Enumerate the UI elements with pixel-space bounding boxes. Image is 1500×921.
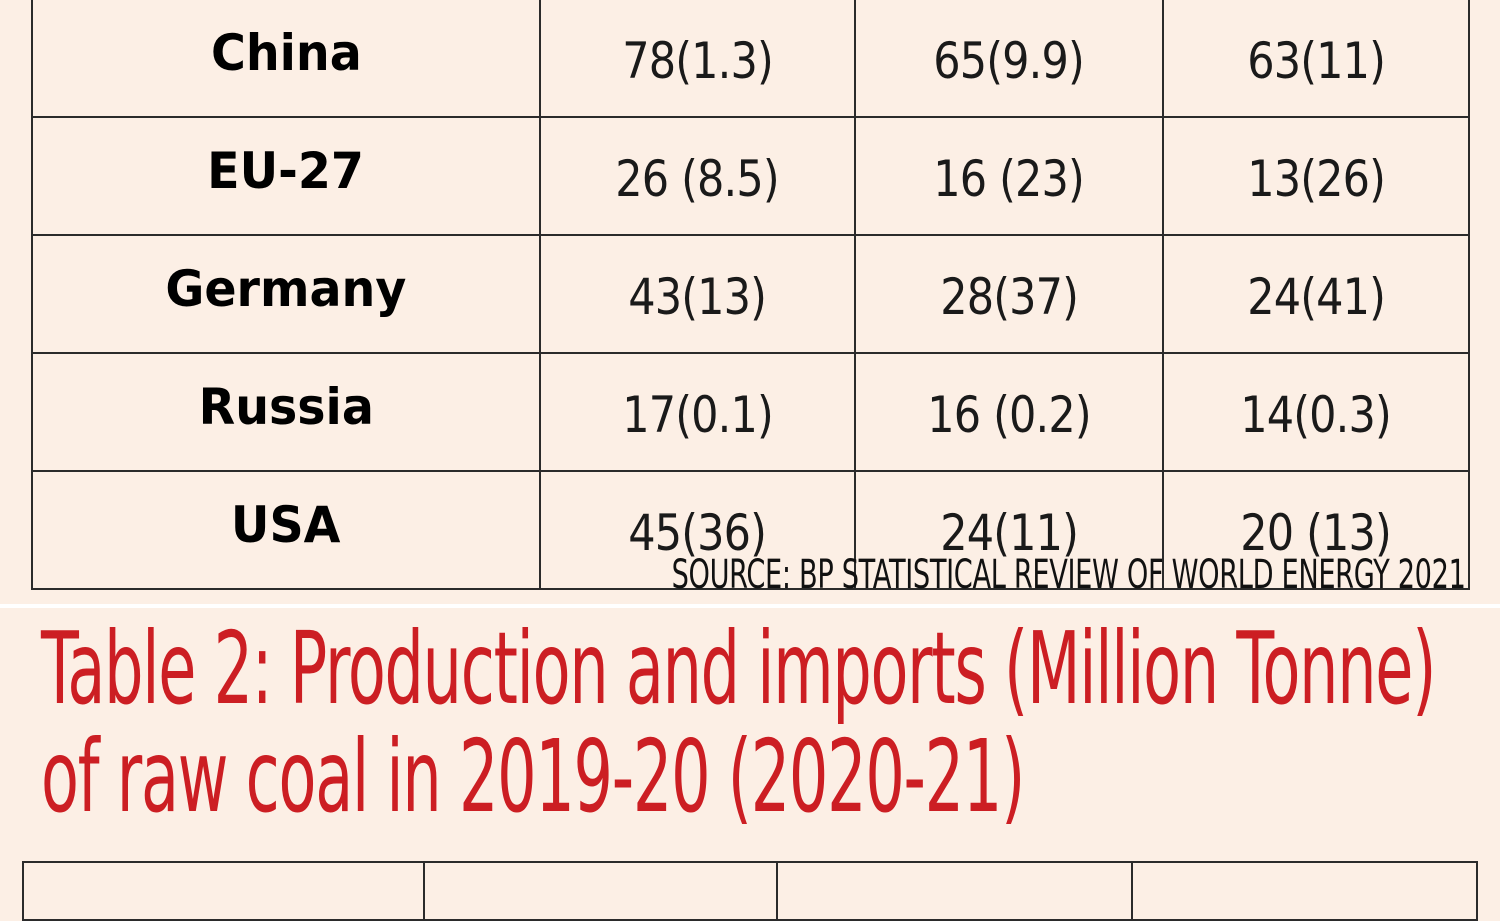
value-cell: 26 (8.5) (539, 116, 856, 236)
country-cell: Russia (31, 352, 541, 472)
country-cell: China (31, 0, 541, 118)
country-cell: EU-27 (31, 116, 541, 236)
value-cell: 16 (23) (854, 116, 1164, 236)
value-cell: 24(11) (854, 470, 1164, 590)
table-row: USA 45(36) 24(11) 20 (13) (31, 470, 1470, 590)
table-row: EU-27 26 (8.5) 16 (23) 13(26) (31, 116, 1470, 236)
table-row: Russia 17(0.1) 16 (0.2) 14(0.3) (31, 352, 1470, 472)
coal-table-1: China 78(1.3) 65(9.9) 63(11) EU-27 26 (8… (31, 0, 1470, 590)
coal-table-2-header (22, 861, 1478, 921)
country-cell: USA (31, 470, 541, 590)
table-row: Germany 43(13) 28(37) 24(41) (31, 234, 1470, 354)
table2-title-line2: of raw coal in 2019-20 (2020-21) (41, 718, 1025, 835)
table1-panel: China 78(1.3) 65(9.9) 63(11) EU-27 26 (8… (31, 0, 1470, 598)
value-cell: 24(41) (1162, 234, 1470, 354)
table2-title: Table 2: Production and imports (Million… (41, 610, 1436, 835)
value-cell: 45(36) (539, 470, 856, 590)
value-cell: 28(37) (854, 234, 1164, 354)
value-cell: 43(13) (539, 234, 856, 354)
value-cell: 17(0.1) (539, 352, 856, 472)
column-divider (776, 863, 778, 919)
country-cell: Germany (31, 234, 541, 354)
column-divider (1131, 863, 1133, 919)
section-divider (0, 604, 1500, 608)
value-cell: 13(26) (1162, 116, 1470, 236)
value-cell: 20 (13) (1162, 470, 1470, 590)
value-cell: 14(0.3) (1162, 352, 1470, 472)
table-row: China 78(1.3) 65(9.9) 63(11) (31, 0, 1470, 118)
value-cell: 78(1.3) (539, 0, 856, 118)
source-note: SOURCE: BP STATISTICAL REVIEW OF WORLD E… (672, 552, 1466, 598)
table2-title-line1: Table 2: Production and imports (Million… (41, 610, 1436, 727)
value-cell: 63(11) (1162, 0, 1470, 118)
value-cell: 65(9.9) (854, 0, 1164, 118)
column-divider (423, 863, 425, 919)
value-cell: 16 (0.2) (854, 352, 1164, 472)
